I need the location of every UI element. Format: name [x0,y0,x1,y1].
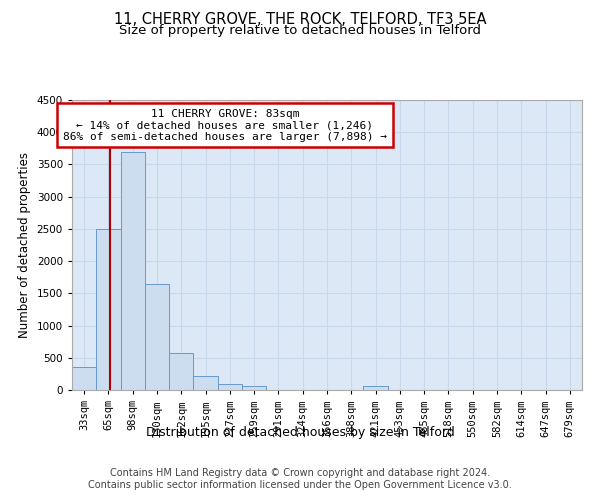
Bar [193,376,218,390]
Bar [72,368,96,390]
Bar [169,353,193,390]
Text: Distribution of detached houses by size in Telford: Distribution of detached houses by size … [146,426,454,439]
Text: Size of property relative to detached houses in Telford: Size of property relative to detached ho… [119,24,481,37]
Bar [242,386,266,390]
Bar [145,284,169,390]
Bar [96,229,121,390]
Bar [218,384,242,390]
Bar [364,386,388,390]
Y-axis label: Number of detached properties: Number of detached properties [18,152,31,338]
Bar [121,152,145,390]
Text: 11, CHERRY GROVE, THE ROCK, TELFORD, TF3 5EA: 11, CHERRY GROVE, THE ROCK, TELFORD, TF3… [114,12,486,28]
Text: 11 CHERRY GROVE: 83sqm
← 14% of detached houses are smaller (1,246)
86% of semi-: 11 CHERRY GROVE: 83sqm ← 14% of detached… [63,108,387,142]
Text: Contains HM Land Registry data © Crown copyright and database right 2024.
Contai: Contains HM Land Registry data © Crown c… [88,468,512,490]
